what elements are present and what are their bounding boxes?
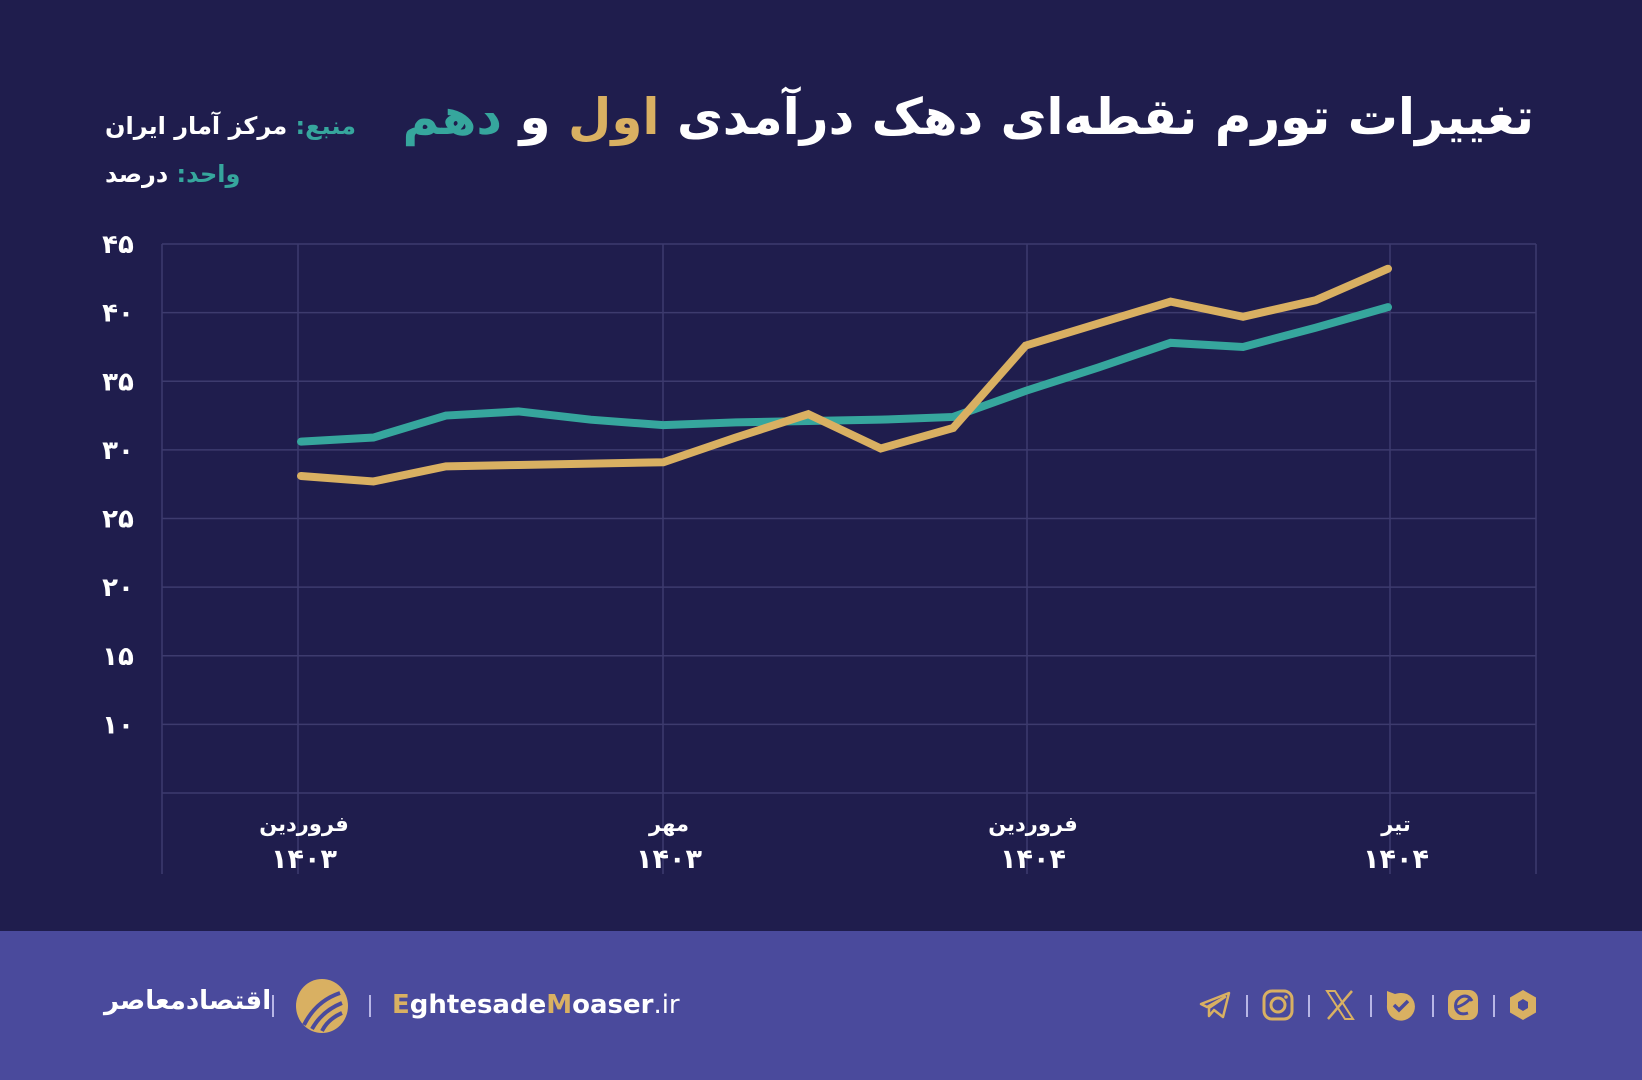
source-label: منبع: bbox=[295, 112, 356, 140]
x-tick-month: فروردین bbox=[988, 812, 1078, 836]
x-tick-year: ۱۴۰۳ bbox=[271, 844, 337, 875]
title-first-decile: اول bbox=[567, 88, 661, 146]
telegram-icon[interactable] bbox=[1198, 988, 1232, 1022]
website-link[interactable]: EghtesadeMoaser.ir bbox=[392, 990, 680, 1020]
separator bbox=[272, 995, 274, 1017]
x-tick-year: ۱۴۰۴ bbox=[1363, 844, 1429, 875]
unit-note: واحد: درصد bbox=[105, 160, 240, 188]
source-note: منبع: مرکز آمار ایران bbox=[105, 112, 356, 140]
separator bbox=[1246, 995, 1248, 1017]
y-tick-label: ۲۰ bbox=[102, 573, 134, 603]
brand-name: اقتصادمعاصر bbox=[104, 986, 272, 1016]
separator bbox=[1493, 995, 1495, 1017]
instagram-icon[interactable] bbox=[1261, 988, 1295, 1022]
check-badge-icon[interactable] bbox=[1384, 988, 1418, 1022]
y-tick-label: ۱۵ bbox=[102, 642, 134, 672]
line-chart: ۴۵ ۴۰ ۳۵ ۳۰ ۲۵ ۲۰ ۱۵ ۱۰ فروردین ۱۴۰۳ مهر ۱۴۰۳ فروردی… bbox=[102, 230, 1537, 875]
chart-title: تغییرات تورم نقطه‌ای دهک درآمدی اول و ده… bbox=[402, 88, 1535, 146]
e-app-icon[interactable] bbox=[1446, 988, 1480, 1022]
y-tick-label: ۳۵ bbox=[102, 367, 134, 397]
x-icon[interactable] bbox=[1323, 988, 1357, 1022]
x-tick-month: فروردین bbox=[259, 812, 349, 836]
series-line-tenth-decile bbox=[297, 303, 1392, 446]
y-tick-label: ۱۰ bbox=[102, 710, 134, 740]
separator bbox=[1432, 995, 1434, 1017]
x-tick-month: مهر bbox=[648, 812, 689, 836]
series-line-first-decile bbox=[297, 264, 1392, 486]
x-tick-year: ۱۴۰۴ bbox=[1000, 844, 1066, 875]
title-and: و bbox=[502, 88, 568, 146]
separator bbox=[1370, 995, 1372, 1017]
title-tenth-decile: دهم bbox=[402, 88, 504, 146]
x-tick-month: تیر bbox=[1380, 812, 1411, 836]
hexagon-icon[interactable] bbox=[1506, 988, 1540, 1022]
y-tick-label: ۴۵ bbox=[102, 230, 134, 260]
brand-logo bbox=[296, 979, 348, 1033]
y-tick-label: ۲۵ bbox=[102, 505, 134, 535]
unit-value: درصد bbox=[105, 160, 177, 188]
x-tick-year: ۱۴۰۳ bbox=[636, 844, 702, 875]
unit-label: واحد: bbox=[176, 160, 241, 188]
separator bbox=[1308, 995, 1310, 1017]
y-tick-label: ۴۰ bbox=[102, 299, 134, 329]
separator bbox=[369, 995, 371, 1017]
title-text: تغییرات تورم نقطه‌ای دهک درآمدی bbox=[659, 88, 1535, 146]
source-value: مرکز آمار ایران bbox=[105, 112, 296, 140]
y-tick-label: ۳۰ bbox=[102, 436, 134, 466]
